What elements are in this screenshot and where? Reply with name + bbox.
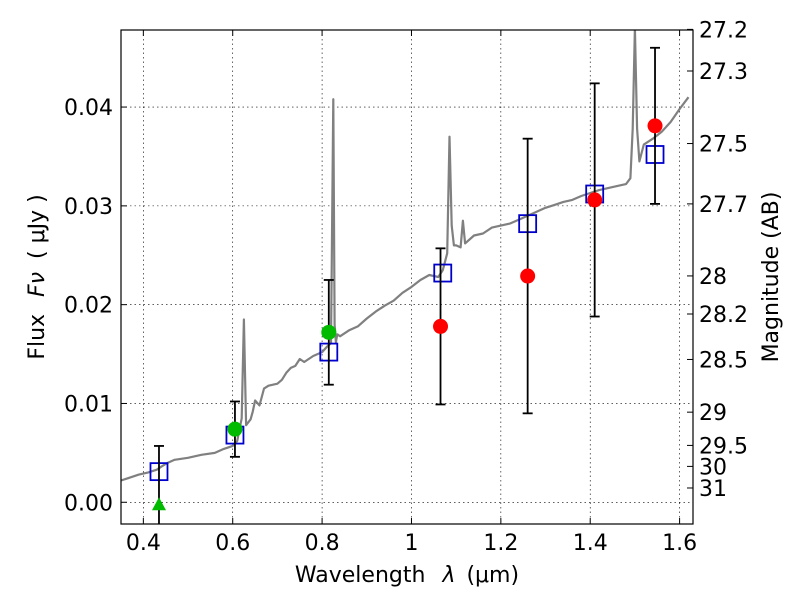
- upper-limit-triangle: [151, 497, 166, 511]
- x-axis-label-text: Wavelength: [295, 563, 426, 588]
- x-tick-label: 1.4: [573, 531, 608, 556]
- y2-tick-label: 29: [699, 401, 727, 426]
- y-axis-label: Flux Fν ( μJy ): [25, 194, 50, 359]
- y2-tick-label: 27.2: [699, 18, 748, 43]
- x-tick-label: 1: [404, 531, 418, 556]
- grid-lines: [121, 30, 693, 524]
- y2-tick-label: 27.7: [699, 193, 748, 218]
- ticks: 0.4 0.6 0.8 1 1.2 1.4 1.6 0.00 0.01 0.02 0.03 0.04 2…: [64, 18, 748, 556]
- observed-flux-point: [520, 268, 536, 284]
- y2-tick-label: 30: [699, 455, 727, 480]
- y-tick-label: 0.01: [64, 392, 113, 417]
- plot-frame: [120, 29, 694, 525]
- y2-tick-label: 28: [699, 265, 727, 290]
- y-tick-label: 0.00: [64, 491, 113, 516]
- observed-flux-point: [647, 118, 663, 134]
- plot-area: [121, 30, 690, 524]
- y2-tick-label: 28.2: [699, 303, 748, 328]
- y2-tick-label: 27.3: [699, 60, 748, 85]
- x-axis-label: Wavelength λ (μm): [295, 563, 519, 588]
- y2-tick-label: 31: [699, 477, 727, 502]
- model-flux-square: [433, 263, 453, 283]
- y-tick-label: 0.02: [64, 294, 113, 319]
- x-tick-label: 1.2: [483, 531, 518, 556]
- x-tick-label: 0.4: [126, 531, 161, 556]
- x-tick-label: 0.8: [305, 531, 340, 556]
- observed-flux-point: [587, 192, 603, 208]
- x-tick-label: 1.6: [662, 531, 697, 556]
- y2-tick-label: 28.5: [699, 348, 748, 373]
- model-spectrum-line: [121, 30, 690, 482]
- observed-flux-point: [227, 421, 243, 437]
- x-tick-label: 0.6: [215, 531, 250, 556]
- observed-flux-point: [433, 318, 449, 334]
- y-tick-label: 0.03: [64, 195, 113, 220]
- y-axis-label-text: Flux: [25, 314, 50, 360]
- y-axis-label-symbol: Fν: [25, 272, 50, 297]
- y2-tick-label: 29.5: [699, 434, 748, 459]
- y2-axis-label: Magnitude (AB): [759, 192, 784, 363]
- observed-flux-point: [321, 324, 337, 340]
- y-axis-label-unit: ( μJy ): [25, 194, 50, 259]
- y2-tick-label: 27.5: [699, 133, 748, 158]
- x-axis-label-symbol: λ: [441, 563, 455, 588]
- y-tick-label: 0.04: [64, 96, 113, 121]
- x-axis-label-unit: (μm): [466, 563, 519, 588]
